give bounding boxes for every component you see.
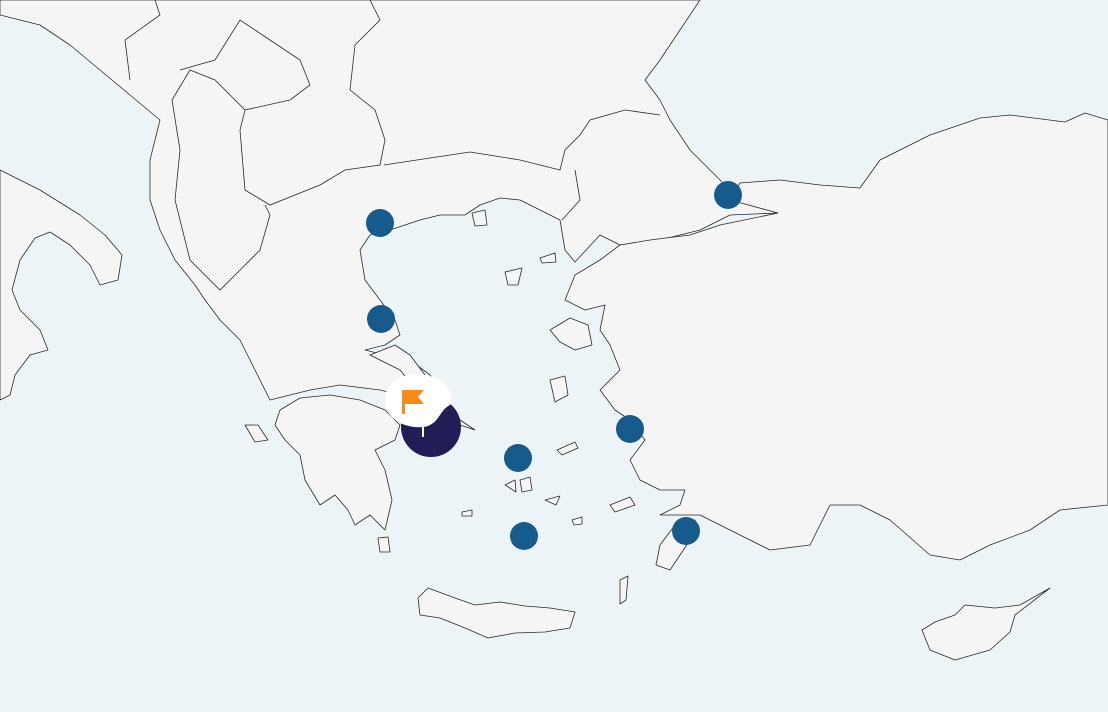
map-markers [366,181,742,550]
island [544,495,561,506]
island [549,317,593,351]
land-italy [0,169,123,401]
island [461,509,473,517]
island [571,516,583,526]
land-cyprus [921,587,1051,661]
selected-marker[interactable] [385,374,461,457]
flag-icon [402,390,424,414]
map-marker[interactable] [367,305,395,333]
island [539,252,557,264]
map-marker[interactable] [510,522,538,550]
island [549,375,569,403]
map-marker[interactable] [714,181,742,209]
island [556,441,579,456]
island [504,267,523,286]
map-marker[interactable] [366,209,394,237]
island [619,575,629,605]
land-turkey [564,112,1108,561]
land-crete [417,587,576,639]
island [244,424,269,443]
island [377,536,391,553]
island [609,496,636,513]
map-marker[interactable] [672,517,700,545]
island [519,476,533,493]
flag-pole-tail [422,425,424,437]
map-marker[interactable] [616,415,644,443]
island [504,479,517,493]
land-balkans-greece [0,0,779,411]
island [471,209,488,227]
country-borders [124,0,661,291]
map-marker[interactable] [504,444,532,472]
land-peloponnese [274,394,401,531]
